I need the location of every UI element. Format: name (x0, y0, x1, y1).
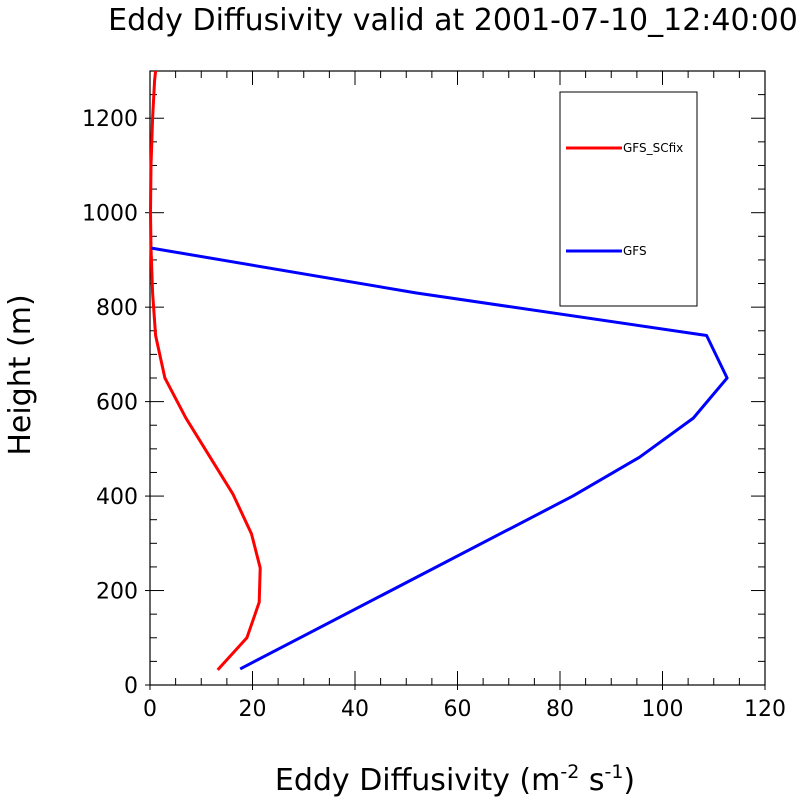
legend: GFS_SCfix GFS (559, 91, 698, 307)
y-tick-labels: 0 200 400 600 800 1000 1200 (82, 107, 138, 699)
series-line-gfs-scfix (149, 70, 262, 671)
x-tick-label: 20 (239, 697, 267, 722)
y-tick-label: 0 (124, 674, 138, 699)
x-tick-label: 100 (642, 697, 684, 722)
y-tick-label: 400 (96, 485, 138, 510)
x-tick-label: 0 (143, 697, 157, 722)
series-lines (149, 70, 729, 671)
y-tick-label: 600 (96, 391, 138, 416)
x-tick-label: 120 (744, 697, 786, 722)
chart-title: Eddy Diffusivity valid at 2001-07-10_12:… (108, 3, 798, 38)
legend-box (559, 91, 698, 307)
legend-label-gfs-scfix: GFS_SCfix (623, 141, 683, 155)
y-tick-label: 1000 (82, 202, 138, 227)
y-axis-label: Height (m) (3, 294, 38, 455)
x-tick-label: 80 (546, 697, 574, 722)
x-tick-label: 40 (341, 697, 369, 722)
y-tick-label: 1200 (82, 107, 138, 132)
x-axis-label: Eddy Diffusivity (m-2 s-1) (275, 761, 635, 798)
x-tick-labels: 0 20 40 60 80 100 120 (143, 697, 786, 722)
series-line-gfs (151, 246, 729, 671)
y-tick-label: 200 (96, 580, 138, 605)
x-tick-label: 60 (444, 697, 472, 722)
legend-label-gfs: GFS (623, 244, 647, 258)
y-tick-label: 800 (96, 296, 138, 321)
axis-ticks (145, 70, 766, 690)
